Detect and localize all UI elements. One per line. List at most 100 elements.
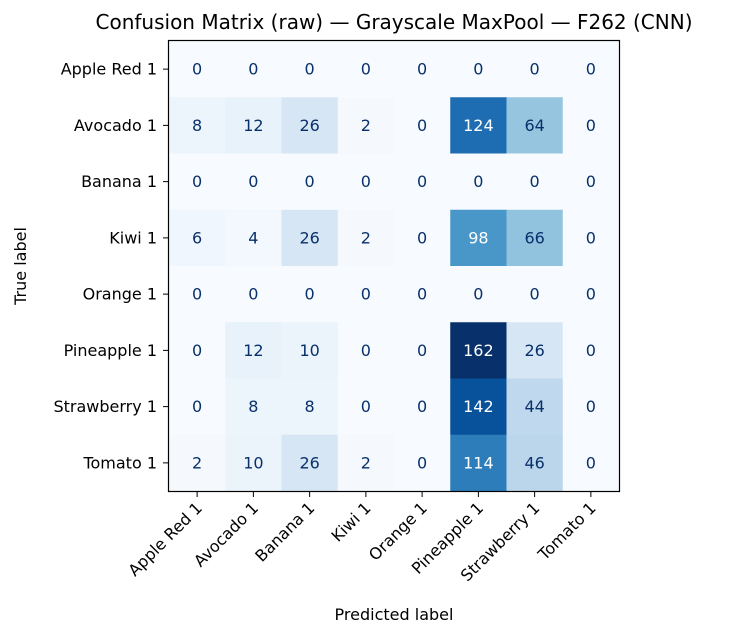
x-tick-label: Kiwi 1 — [328, 498, 375, 545]
cell-value-label: 0 — [417, 285, 427, 304]
cell-value-label: 114 — [463, 453, 494, 472]
cell-value-label: 0 — [586, 341, 596, 360]
cell-value-label: 10 — [243, 453, 263, 472]
cell-value-label: 0 — [192, 60, 202, 79]
heatmap-cell — [225, 97, 283, 155]
cell-value-label: 8 — [305, 397, 315, 416]
heatmap-cell — [281, 266, 339, 323]
heatmap-cell — [506, 97, 564, 155]
cell-value-label: 0 — [586, 172, 596, 191]
cell-value-label: 6 — [192, 228, 202, 247]
heatmap-cell — [225, 434, 283, 492]
cell-value-label: 64 — [524, 116, 544, 135]
cell-value-label: 0 — [417, 397, 427, 416]
cell-value-label: 10 — [299, 341, 319, 360]
heatmap-cell — [450, 378, 508, 436]
cell-value-label: 0 — [417, 116, 427, 135]
heatmap-cell — [169, 322, 226, 380]
heatmap-cell — [394, 97, 451, 155]
y-tick-label: Tomato 1 — [82, 453, 157, 472]
heatmap-cell — [337, 378, 395, 436]
cell-value-label: 0 — [248, 172, 258, 191]
x-tick-label: Tomato 1 — [534, 498, 600, 564]
cell-value-label: 26 — [299, 453, 319, 472]
cell-value-label: 26 — [524, 341, 544, 360]
cell-value-label: 0 — [417, 172, 427, 191]
cell-value-label: 44 — [524, 397, 544, 416]
heatmap-cell — [225, 378, 283, 436]
y-tick-label: Apple Red 1 — [61, 60, 157, 79]
heatmap-cell — [562, 97, 620, 155]
heatmap-cell — [337, 41, 395, 98]
heatmap-cell — [281, 41, 339, 98]
chart-title: Confusion Matrix (raw) — Grayscale MaxPo… — [96, 10, 693, 34]
heatmap-cell — [225, 209, 283, 267]
heatmap-cell — [450, 41, 508, 98]
heatmap-cell — [225, 266, 283, 323]
cell-value-label: 0 — [248, 285, 258, 304]
heatmap-cell — [225, 41, 283, 98]
heatmap-cell — [337, 209, 395, 267]
cell-value-label: 0 — [473, 285, 483, 304]
heatmap-cell — [394, 266, 451, 323]
cell-value-label: 0 — [248, 60, 258, 79]
heatmap-cell — [562, 209, 620, 267]
cell-value-label: 0 — [361, 60, 371, 79]
heatmap-cell — [169, 209, 226, 267]
heatmap-cell — [450, 266, 508, 323]
heatmap-cell — [562, 378, 620, 436]
cell-value-label: 8 — [192, 116, 202, 135]
heatmap-cell — [506, 378, 564, 436]
heatmap-cell — [169, 153, 226, 211]
cell-value-label: 46 — [524, 453, 544, 472]
heatmap-cell — [506, 434, 564, 492]
cell-value-label: 0 — [361, 397, 371, 416]
heatmap-cell — [225, 153, 283, 211]
x-tick-label: Apple Red 1 — [124, 498, 206, 580]
heatmap-cell — [281, 209, 339, 267]
heatmap-cell — [337, 153, 395, 211]
cell-value-label: 12 — [243, 341, 263, 360]
cell-value-label: 4 — [248, 228, 258, 247]
heatmap-cell — [169, 97, 226, 155]
heatmap-cell — [562, 266, 620, 323]
heatmap-cell — [169, 41, 226, 98]
cell-value-label: 66 — [524, 228, 544, 247]
cell-value-label: 2 — [361, 228, 371, 247]
heatmap-cell — [281, 153, 339, 211]
heatmap-cell — [337, 266, 395, 323]
heatmap-cell — [506, 266, 564, 323]
heatmap-cell — [506, 322, 564, 380]
heatmap-cell — [450, 434, 508, 492]
cell-value-label: 0 — [192, 285, 202, 304]
heatmap-cell — [562, 153, 620, 211]
cell-value-label: 0 — [586, 60, 596, 79]
heatmap-cell — [450, 322, 508, 380]
y-tick-label: Pineapple 1 — [64, 341, 157, 360]
heatmap-cell — [337, 97, 395, 155]
cell-value-label: 0 — [530, 60, 540, 79]
heatmap-cell — [281, 434, 339, 492]
heatmap-cell — [450, 97, 508, 155]
heatmap-cell — [169, 266, 226, 323]
y-tick-label: Orange 1 — [83, 285, 157, 304]
cell-value-label: 12 — [243, 116, 263, 135]
y-tick-label: Kiwi 1 — [109, 228, 157, 247]
cell-value-labels: 0 0 0 0 0 0 0 08 12 26 2 0 124 64 00 0 0 0 0 0 0 06 4 26 2 0 98 66 0… — [192, 60, 596, 473]
heatmap-cell — [394, 378, 451, 436]
cell-value-label: 0 — [192, 397, 202, 416]
cell-value-label: 0 — [192, 172, 202, 191]
cell-value-label: 2 — [361, 116, 371, 135]
x-axis-label: Predicted label — [335, 605, 454, 624]
heatmap-cell — [225, 322, 283, 380]
cell-value-label: 162 — [463, 341, 494, 360]
heatmap-cell — [394, 209, 451, 267]
heatmap-cell — [394, 41, 451, 98]
heatmap-cell — [562, 41, 620, 98]
cell-value-label: 0 — [361, 341, 371, 360]
heatmap-cell — [281, 378, 339, 436]
heatmap-cell — [506, 209, 564, 267]
